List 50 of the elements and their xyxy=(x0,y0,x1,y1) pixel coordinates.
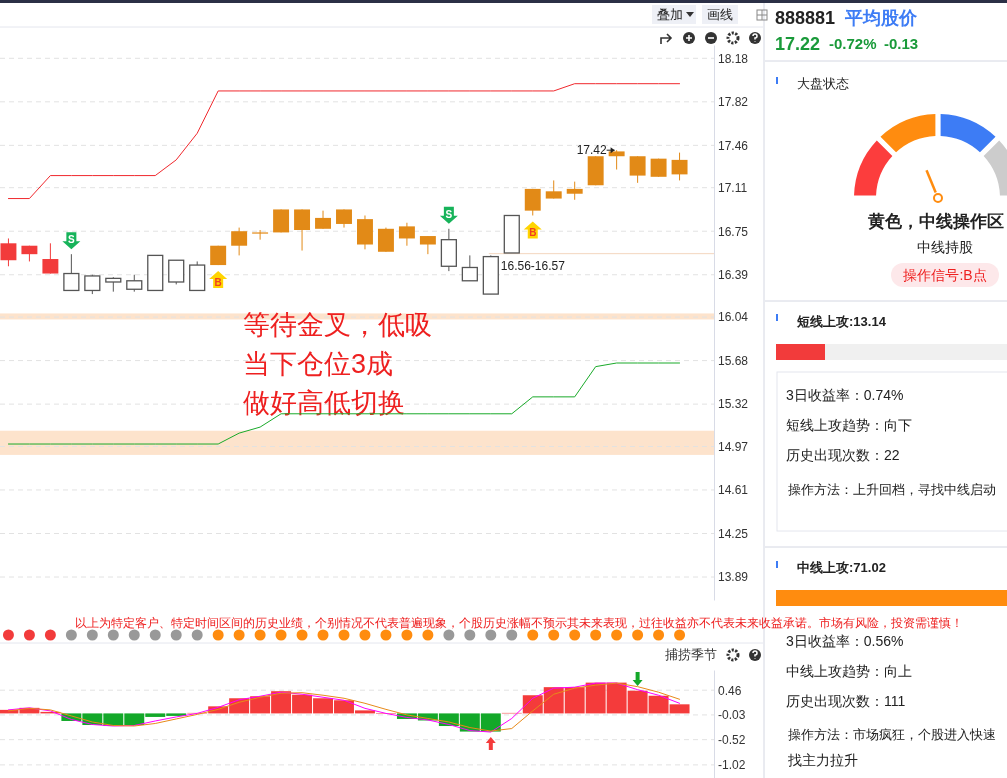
text: 历史出现次数：111 xyxy=(786,693,906,709)
chart-title: 捕捞季节 xyxy=(665,647,717,662)
y-tick-label: 17.11 xyxy=(718,181,748,196)
text: 以上为特定客户、特定时间区间的历史业绩，个别情况不代表普遍现象，个股历史涨幅不预示其未来表现，过往收益亦不代表未来收益承诺。市场有风险，投资需谨慎！ xyxy=(75,616,963,630)
text: 平均股价 xyxy=(844,8,918,28)
text: 黄色，中线操作区 xyxy=(867,212,1004,231)
y-tick-label: -0.03 xyxy=(718,708,746,723)
text: 大盘状态 xyxy=(797,76,849,91)
text: 中线上攻趋势：向上 xyxy=(786,663,912,679)
annotation: S xyxy=(68,234,76,246)
y-tick-label: 16.04 xyxy=(718,310,749,325)
text: 中线上攻:71.02 xyxy=(797,560,886,575)
text: 短线上攻:13.14 xyxy=(796,314,887,329)
text: 找主力拉升 xyxy=(787,752,858,768)
annotation: 做好高低切换 xyxy=(243,388,405,418)
y-tick-label: 14.25 xyxy=(718,526,749,541)
annotation: 17.42 xyxy=(576,143,607,158)
y-tick-label: -1.02 xyxy=(718,758,746,773)
band-label: 16.56-16.57 xyxy=(500,259,566,274)
y-tick-label: 16.39 xyxy=(718,268,749,283)
text: 888881 xyxy=(775,8,836,28)
annotation: S xyxy=(445,208,453,220)
y-tick-label: 14.61 xyxy=(718,483,749,498)
y-tick-label: 16.75 xyxy=(718,224,749,239)
text: 3日收益率：0.56% xyxy=(786,633,904,649)
annotation: 当下仓位3成 xyxy=(243,349,394,379)
annotation: B xyxy=(214,277,222,289)
y-tick-label: 18.18 xyxy=(718,51,749,66)
y-tick-label: 15.32 xyxy=(718,397,749,412)
y-tick-label: 17.82 xyxy=(718,95,749,110)
text: 历史出现次数：22 xyxy=(786,447,900,463)
y-tick-label: 17.46 xyxy=(718,138,749,153)
text: 操作方法：上升回档，寻找中线启动 xyxy=(788,482,996,497)
y-tick-label: 14.97 xyxy=(718,439,749,454)
y-tick-label: 15.68 xyxy=(718,353,749,368)
y-tick-label: 13.89 xyxy=(718,570,749,585)
text: 3日收益率：0.74% xyxy=(786,387,904,403)
annotation: 等待金叉，低吸 xyxy=(243,310,432,340)
text: 17.22 xyxy=(775,34,821,54)
y-tick-label: -0.52 xyxy=(718,732,746,747)
text: 画线 xyxy=(707,7,733,22)
text: 操作方法：市场疯狂，个股进入快速 xyxy=(788,727,996,742)
y-tick-label: 0.46 xyxy=(718,683,742,698)
annotation: B xyxy=(529,227,537,239)
text: -0.72% xyxy=(829,35,877,52)
text: 短线上攻趋势：向下 xyxy=(786,417,912,433)
text: 中线持股 xyxy=(917,239,973,255)
text: -0.13 xyxy=(884,35,919,52)
text: 操作信号:B点 xyxy=(903,267,987,283)
text: 叠加 xyxy=(657,7,683,22)
